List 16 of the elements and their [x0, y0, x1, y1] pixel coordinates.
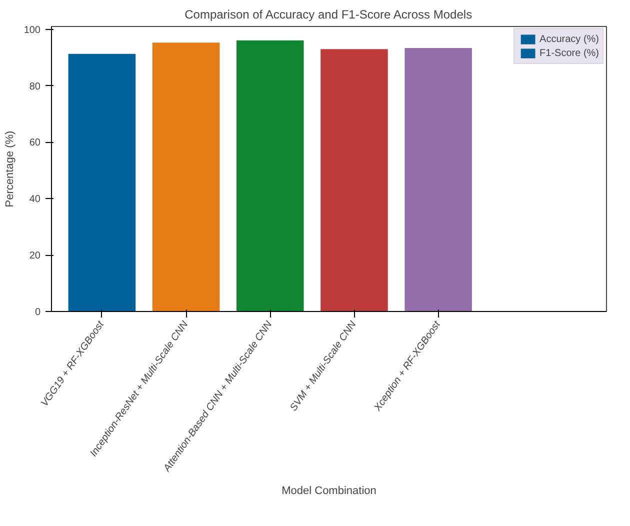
y-tick-label: 0: [34, 307, 41, 318]
legend-label: F1-Score (%): [540, 47, 599, 59]
chart-title: Comparison of Accuracy and F1-Score Across Models: [184, 8, 472, 22]
bar: [152, 42, 220, 312]
y-tick-label: 80: [29, 81, 41, 92]
y-tick-label: 20: [29, 250, 41, 262]
y-tick-label: 60: [29, 138, 41, 149]
bar: [320, 49, 388, 312]
x-axis-title: Model Combination: [282, 484, 376, 497]
bar: [68, 54, 136, 312]
y-tick-label: 100: [24, 24, 41, 36]
legend-label: Accuracy (%): [540, 33, 599, 45]
bar: [236, 40, 304, 312]
y-axis-title: Percentage (%): [4, 130, 16, 208]
y-tick-label: 40: [29, 194, 41, 206]
bar: [404, 48, 472, 312]
